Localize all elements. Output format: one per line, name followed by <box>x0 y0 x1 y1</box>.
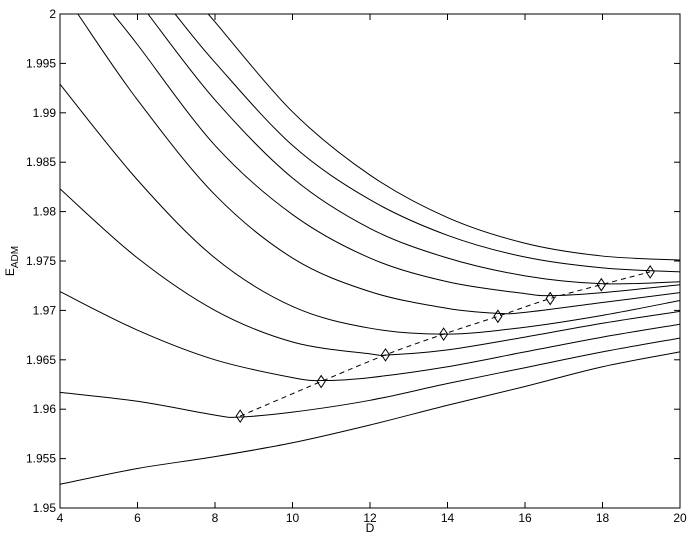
diamond-marker <box>316 374 326 389</box>
x-tick-label: 10 <box>286 511 300 525</box>
y-tick-label: 2 <box>49 7 56 21</box>
y-tick-label: 1.98 <box>33 205 57 219</box>
diamond-marker <box>493 309 503 324</box>
curve <box>60 83 680 335</box>
curve <box>60 291 680 382</box>
x-tick-label: 14 <box>441 511 455 525</box>
curve <box>174 14 680 273</box>
y-tick-label: 1.985 <box>26 155 56 169</box>
y-tick-label: 1.965 <box>26 353 56 367</box>
y-axis-label: EADM <box>3 246 21 276</box>
y-tick-label: 1.995 <box>26 56 56 70</box>
curve <box>112 14 680 297</box>
x-axis-label: D <box>366 521 375 535</box>
curve <box>147 14 680 285</box>
x-tick-label: 8 <box>212 511 219 525</box>
x-tick-label: 6 <box>134 511 141 525</box>
y-tick-label: 1.99 <box>33 106 57 120</box>
curve <box>60 337 680 418</box>
x-tick-label: 18 <box>596 511 610 525</box>
x-tick-label: 12 <box>363 511 377 525</box>
diamond-marker <box>545 291 555 306</box>
x-tick-label: 20 <box>673 511 687 525</box>
curve <box>77 14 680 315</box>
curve <box>207 14 680 261</box>
diamond-marker <box>235 409 245 424</box>
y-axis-label-main: E <box>3 268 17 276</box>
curve <box>60 351 680 485</box>
plot-area <box>60 14 680 485</box>
curve <box>239 271 651 417</box>
x-tick-label: 16 <box>518 511 532 525</box>
y-tick-label: 1.97 <box>33 303 57 317</box>
diamond-marker <box>645 264 655 279</box>
y-tick-label: 1.975 <box>26 254 56 268</box>
x-tick-label: 4 <box>57 511 64 525</box>
y-tick-label: 1.96 <box>33 402 57 416</box>
diamond-marker <box>380 347 391 362</box>
diamond-marker <box>596 277 606 292</box>
y-axis-label-sub: ADM <box>10 246 21 268</box>
y-tick-label: 1.95 <box>33 501 57 515</box>
diamond-marker <box>439 327 449 342</box>
plot-frame <box>59 13 681 509</box>
curve <box>60 188 680 356</box>
y-tick-label: 1.955 <box>26 452 56 466</box>
